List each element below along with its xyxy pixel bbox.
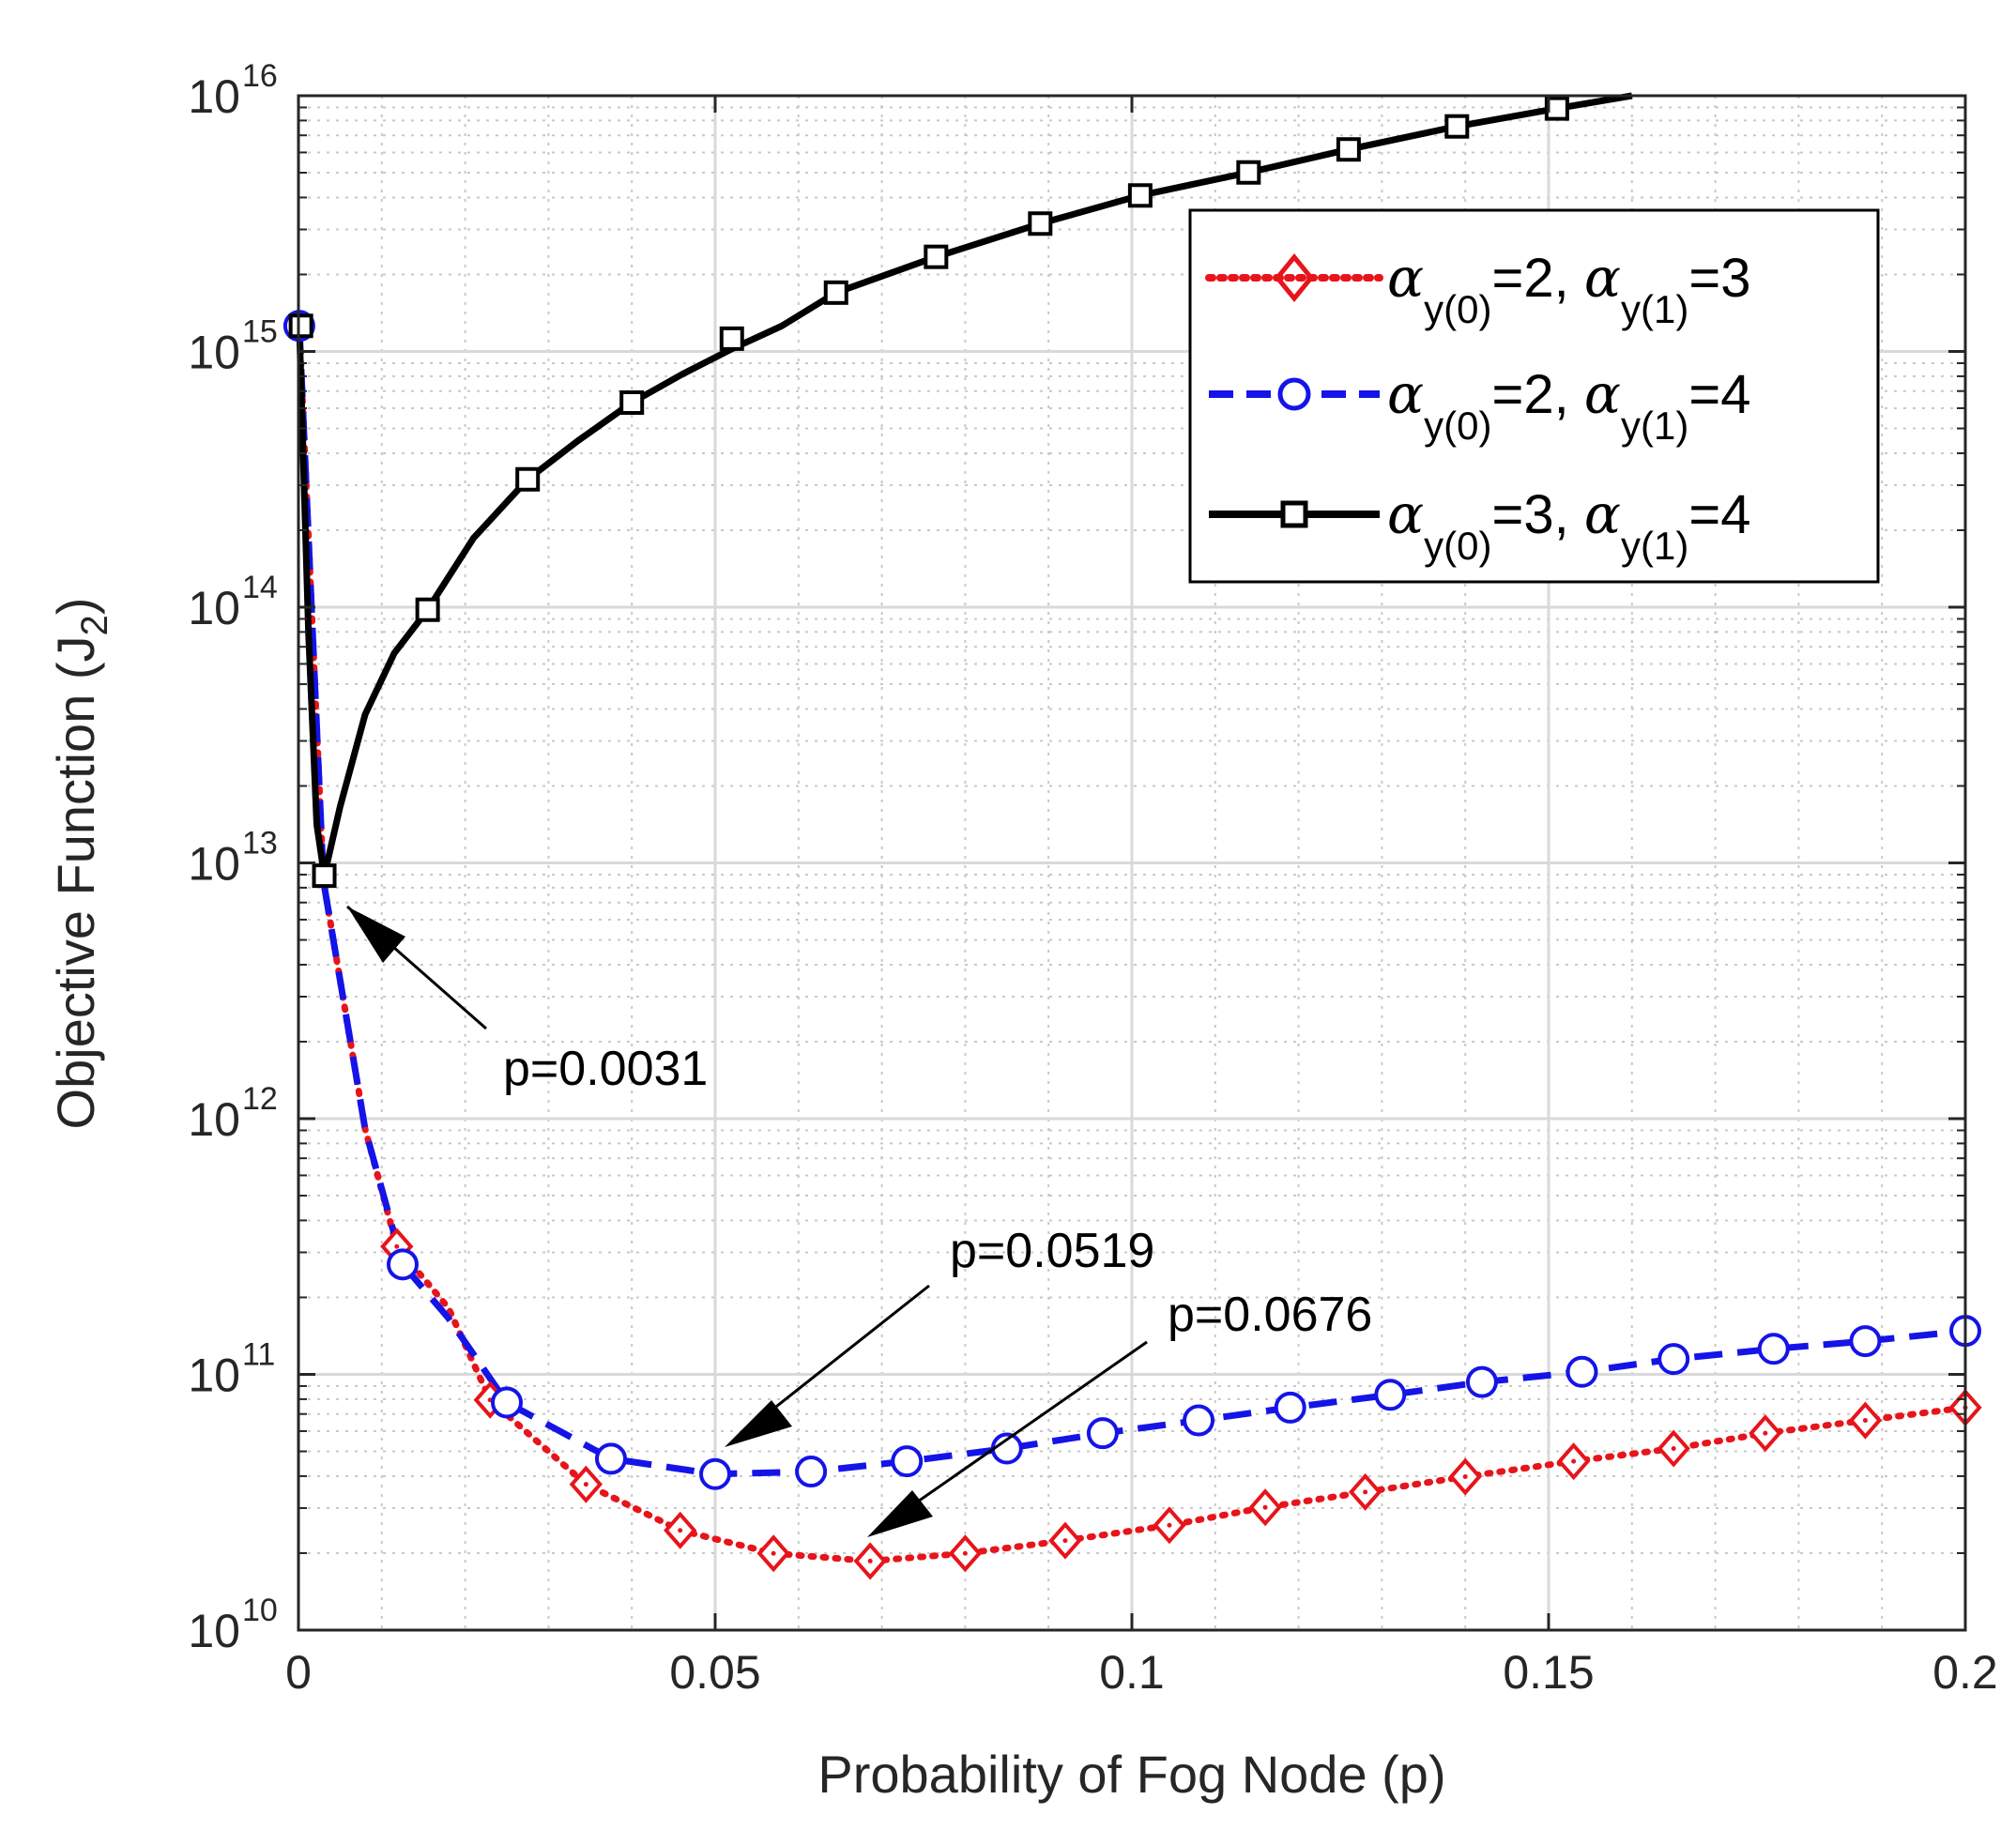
series-line-3 <box>296 92 1633 879</box>
legend-label-1: αy(0)=2, αy(1)=3 <box>1387 246 1751 331</box>
series-1-marker-dot <box>394 1243 400 1249</box>
annotation-arrow-p0676 <box>874 1340 1148 1533</box>
x-tick-label: 0.05 <box>669 1646 760 1699</box>
series-3-marker <box>312 863 337 889</box>
series-1-marker-dot <box>1462 1474 1468 1479</box>
series-2-marker <box>1274 1391 1306 1424</box>
annotation-p0676: p=0.0676 <box>1168 1288 1372 1342</box>
series-1-marker-dot <box>962 1550 968 1556</box>
y-axis-label-sub: 2 <box>74 615 115 635</box>
series-2-marker <box>1565 1355 1598 1388</box>
y-tick-label: 10 <box>188 327 240 379</box>
series-2-marker <box>1465 1365 1498 1398</box>
y-axis-label-main: Objective Function (J <box>46 635 105 1129</box>
annotation-p0031: p=0.0031 <box>503 1042 708 1096</box>
series-3-marker <box>619 390 645 415</box>
series-1-marker-dot <box>1167 1522 1172 1528</box>
series-2-marker <box>699 1457 731 1490</box>
annotation-arrowhead-p0031 <box>347 907 405 963</box>
legend-marker-1 <box>1274 253 1315 302</box>
series-1-marker-dot <box>1363 1489 1368 1495</box>
series-3-marker <box>515 466 541 492</box>
series-1-marker-dot <box>1062 1538 1068 1544</box>
series-3-marker <box>719 326 744 351</box>
legend-marker-3 <box>1280 500 1308 528</box>
y-axis-label: Objective Function (J2) <box>46 598 115 1130</box>
series-1-marker-dot <box>867 1558 873 1563</box>
series-3-marker <box>924 244 949 269</box>
annotation-arrowhead-p0676 <box>867 1490 933 1537</box>
series-3-marker <box>1444 114 1470 139</box>
series-2-marker <box>1757 1333 1790 1365</box>
y-tick-exponent: 16 <box>242 58 278 94</box>
series-2-marker <box>595 1442 627 1475</box>
series-group <box>283 92 1982 1580</box>
series-1-marker-dot <box>1671 1446 1676 1452</box>
legend-marker-2 <box>1277 377 1311 411</box>
y-tick-exponent: 11 <box>242 1337 275 1373</box>
annotation-arrowhead-p0519 <box>725 1400 792 1447</box>
series-2-marker <box>795 1456 828 1488</box>
y-tick-exponent: 14 <box>242 570 278 605</box>
y-tick-label: 10 <box>188 70 240 123</box>
x-tick-label: 0.1 <box>1099 1646 1165 1699</box>
y-tick-label: 10 <box>188 1093 240 1146</box>
series-3-marker <box>1236 160 1261 185</box>
series-2-marker <box>1086 1417 1119 1450</box>
legend-entry-3: αy(0)=3, αy(1)=4 <box>1209 482 1751 568</box>
series-2-marker <box>491 1386 523 1419</box>
series-3-marker <box>1544 96 1569 121</box>
series-2-marker <box>891 1445 924 1478</box>
x-tick-label: 0.15 <box>1503 1646 1594 1699</box>
series-1-marker-dot <box>1862 1418 1868 1424</box>
annotations: p=0.0031 p=0.0519 p=0.0676 <box>346 905 1372 1537</box>
y-tick-label: 10 <box>188 582 240 634</box>
legend: αy(0)=2, αy(1)=3 αy(0)=2, αy(1)=4 αy(0)=… <box>1188 208 1880 584</box>
series-2-marker <box>1183 1404 1215 1437</box>
y-tick-exponent: 15 <box>242 314 278 350</box>
y-tick-label: 10 <box>188 1605 240 1657</box>
series-1-marker-dot <box>771 1550 776 1556</box>
legend-label-3: αy(0)=3, αy(1)=4 <box>1387 482 1751 568</box>
y-axis-label-close: ) <box>46 598 105 616</box>
series-2-marker <box>387 1248 419 1281</box>
x-axis-label: Probability of Fog Node (p) <box>817 1745 1445 1804</box>
series-1-marker-dot <box>678 1528 683 1533</box>
series-line-2 <box>296 326 1966 1478</box>
series-3-marker <box>415 597 440 622</box>
tick-marks <box>297 94 1967 1632</box>
legend-entry-1: αy(0)=2, αy(1)=3 <box>1205 246 1751 331</box>
series-1-marker-dot <box>1763 1430 1768 1436</box>
x-tick-label: 0 <box>285 1646 312 1699</box>
y-tick-label: 10 <box>188 838 240 891</box>
series-3-marker <box>1127 183 1153 208</box>
y-tick-exponent: 13 <box>242 826 278 862</box>
series-3-marker <box>288 313 313 339</box>
legend-entry-2: αy(0)=2, αy(1)=4 <box>1209 362 1751 448</box>
x-tick-label: 0.2 <box>1932 1646 1998 1699</box>
series-2-marker <box>1374 1379 1407 1411</box>
y-tick-label: 10 <box>188 1350 240 1402</box>
series-3-marker <box>1028 211 1053 236</box>
y-tick-exponent: 12 <box>242 1081 278 1117</box>
series-1-marker-dot <box>583 1482 588 1487</box>
series-3-marker <box>1336 137 1361 162</box>
annotation-p0519: p=0.0519 <box>950 1224 1154 1278</box>
series-2-marker <box>1657 1343 1690 1376</box>
x-tick-labels: 0 0.05 0.1 0.15 0.2 <box>285 1646 1998 1699</box>
series-1-marker-dot <box>1262 1504 1268 1510</box>
series-3-marker <box>823 280 848 305</box>
series-2-marker <box>1849 1325 1882 1358</box>
series-1-marker-dot <box>1571 1458 1577 1464</box>
y-tick-exponent: 10 <box>242 1593 278 1628</box>
legend-label-2: αy(0)=2, αy(1)=4 <box>1387 362 1751 448</box>
